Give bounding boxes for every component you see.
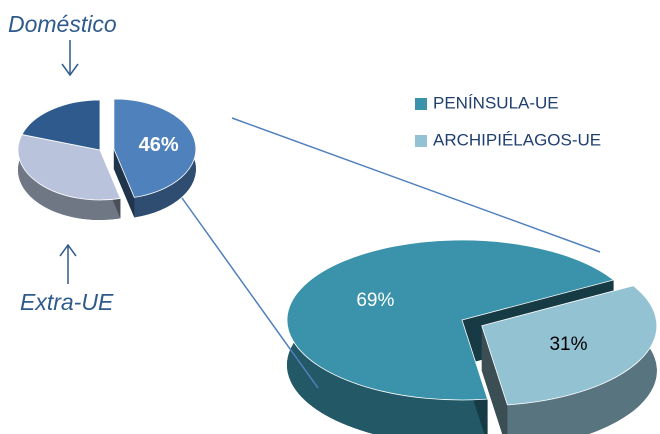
- pie-slice: [17, 134, 121, 201]
- arrow-head: [61, 63, 79, 77]
- legend-swatch: [415, 135, 427, 147]
- slice-wall: [113, 148, 135, 218]
- slice-side: [507, 285, 657, 434]
- category-label: Doméstico: [8, 11, 117, 37]
- connector: [181, 197, 319, 389]
- value-label: 46%: [139, 134, 179, 156]
- pie-slice: [286, 239, 615, 401]
- value-label: 31%: [549, 334, 587, 355]
- category-label: Extra-UE: [20, 289, 114, 315]
- legend-swatch: [415, 98, 427, 110]
- legend-label: PENÍNSULA-UE: [433, 93, 559, 112]
- legend-label: ARCHIPIÉLAGOS-UE: [433, 130, 601, 149]
- slice-wall: [481, 325, 508, 434]
- pie-tops: 46% Extra-UE Doméstico 69% 31% PENÍNSULA-UE AR…: [8, 11, 658, 406]
- pie-slice: [21, 99, 101, 151]
- pie-slice: [113, 98, 197, 198]
- connector: [231, 117, 601, 253]
- value-label: 69%: [356, 290, 394, 311]
- slice-side: [17, 134, 121, 220]
- pie-slice: [481, 285, 658, 406]
- arrow-head: [59, 243, 77, 257]
